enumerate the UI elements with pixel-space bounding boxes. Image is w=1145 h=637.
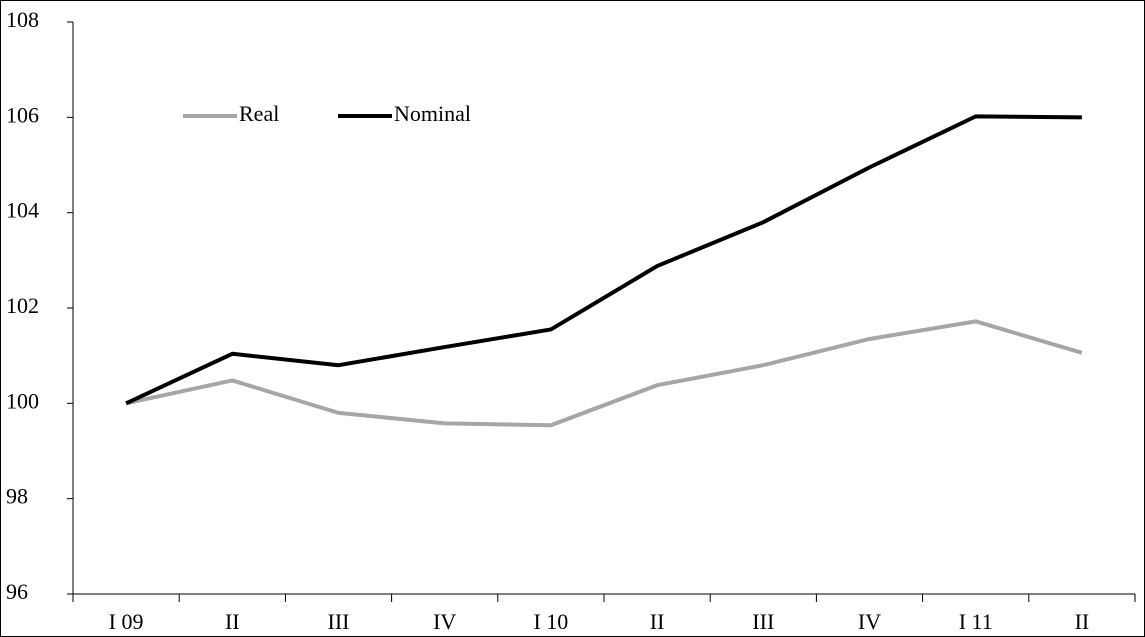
x-tick-label: I 10 (533, 609, 568, 634)
series-line (125, 114, 1082, 406)
x-tick-label: III (328, 609, 350, 634)
y-tick-label: 96 (6, 579, 28, 604)
legend-label: Real (239, 101, 279, 126)
series-line (125, 319, 1083, 428)
x-tick-label: I 09 (109, 609, 144, 634)
x-tick-label: III (752, 609, 774, 634)
y-tick-label: 106 (6, 102, 39, 127)
x-tick-label: I 11 (959, 609, 993, 634)
legend-label: Nominal (394, 101, 471, 126)
y-tick-label: 102 (6, 293, 39, 318)
x-tick-label: II (1075, 609, 1090, 634)
y-tick-label: 100 (6, 388, 39, 413)
y-tick-label: 104 (6, 198, 39, 223)
x-tick-label: IV (858, 609, 881, 634)
x-tick-label: IV (433, 609, 456, 634)
y-tick-label: 108 (6, 7, 39, 32)
y-tick-label: 98 (6, 484, 28, 509)
x-tick-label: II (225, 609, 240, 634)
x-tick-label: II (650, 609, 665, 634)
